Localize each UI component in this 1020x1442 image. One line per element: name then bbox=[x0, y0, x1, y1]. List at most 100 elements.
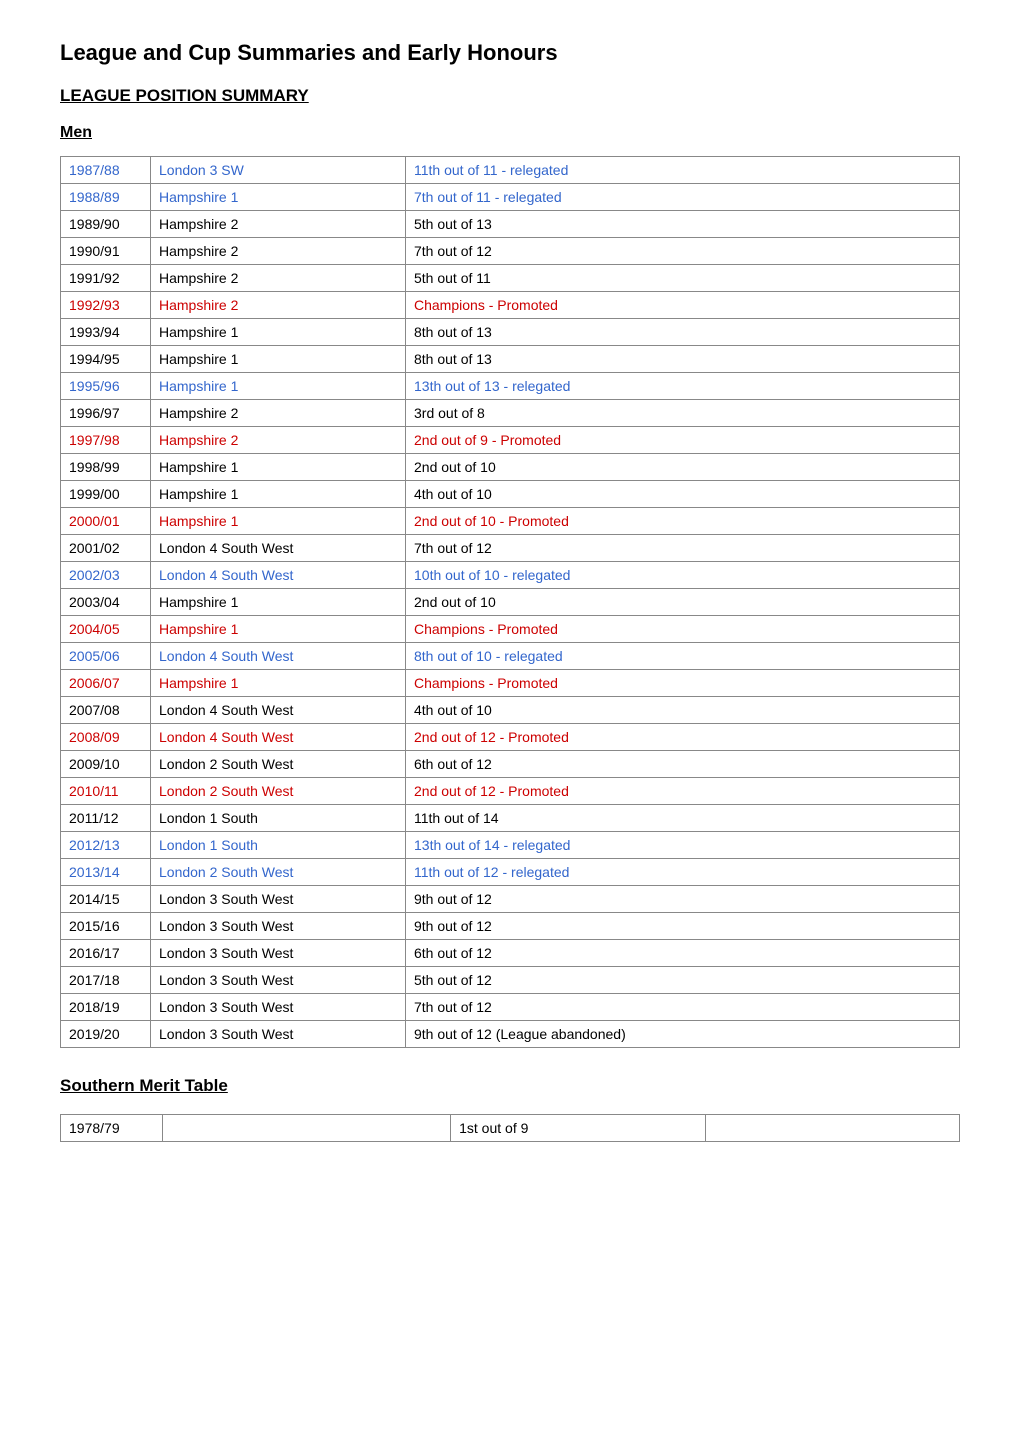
league-cell: London 2 South West bbox=[151, 859, 406, 886]
season-cell: 1993/94 bbox=[61, 319, 151, 346]
table-row: 1989/90Hampshire 25th out of 13 bbox=[61, 211, 960, 238]
league-cell: Hampshire 1 bbox=[151, 481, 406, 508]
season-cell: 1996/97 bbox=[61, 400, 151, 427]
table-row: 2007/08London 4 South West4th out of 10 bbox=[61, 697, 960, 724]
result-cell: Champions - Promoted bbox=[406, 616, 960, 643]
league-cell: London 3 South West bbox=[151, 913, 406, 940]
season-cell: 2015/16 bbox=[61, 913, 151, 940]
season-cell: 1991/92 bbox=[61, 265, 151, 292]
result-cell: 2nd out of 9 - Promoted bbox=[406, 427, 960, 454]
result-cell: 7th out of 12 bbox=[406, 535, 960, 562]
season-cell: 2011/12 bbox=[61, 805, 151, 832]
table-row: 2002/03London 4 South West10th out of 10… bbox=[61, 562, 960, 589]
result-cell: 2nd out of 10 - Promoted bbox=[406, 508, 960, 535]
section-heading: LEAGUE POSITION SUMMARY bbox=[60, 86, 960, 106]
league-cell: London 3 South West bbox=[151, 1021, 406, 1048]
season-cell: 1994/95 bbox=[61, 346, 151, 373]
league-cell: Hampshire 1 bbox=[151, 184, 406, 211]
league-cell: London 4 South West bbox=[151, 562, 406, 589]
league-cell: London 1 South bbox=[151, 805, 406, 832]
table-row: 2001/02London 4 South West7th out of 12 bbox=[61, 535, 960, 562]
table-row: 2000/01Hampshire 12nd out of 10 - Promot… bbox=[61, 508, 960, 535]
table-row: 2008/09London 4 South West2nd out of 12 … bbox=[61, 724, 960, 751]
season-cell: 1989/90 bbox=[61, 211, 151, 238]
result-cell: 11th out of 11 - relegated bbox=[406, 157, 960, 184]
season-cell: 1998/99 bbox=[61, 454, 151, 481]
league-cell: Hampshire 2 bbox=[151, 238, 406, 265]
season-cell: 2002/03 bbox=[61, 562, 151, 589]
league-cell: Hampshire 1 bbox=[151, 616, 406, 643]
men-league-table: 1987/88London 3 SW11th out of 11 - releg… bbox=[60, 156, 960, 1048]
result-cell: 9th out of 12 bbox=[406, 913, 960, 940]
table-row: 1998/99Hampshire 12nd out of 10 bbox=[61, 454, 960, 481]
league-cell: Hampshire 1 bbox=[151, 373, 406, 400]
table-row: 2012/13London 1 South13th out of 14 - re… bbox=[61, 832, 960, 859]
league-cell: London 4 South West bbox=[151, 724, 406, 751]
extra-cell bbox=[705, 1115, 959, 1142]
result-cell: 7th out of 12 bbox=[406, 238, 960, 265]
league-cell: Hampshire 2 bbox=[151, 211, 406, 238]
southern-merit-table: 1978/791st out of 9 bbox=[60, 1114, 960, 1142]
table-row: 1994/95Hampshire 18th out of 13 bbox=[61, 346, 960, 373]
season-cell: 2000/01 bbox=[61, 508, 151, 535]
league-cell: London 3 South West bbox=[151, 940, 406, 967]
league-cell: London 2 South West bbox=[151, 751, 406, 778]
table-row: 1988/89Hampshire 17th out of 11 - relega… bbox=[61, 184, 960, 211]
season-cell: 2018/19 bbox=[61, 994, 151, 1021]
result-cell: 11th out of 14 bbox=[406, 805, 960, 832]
page-title: League and Cup Summaries and Early Honou… bbox=[60, 40, 960, 66]
league-cell: Hampshire 1 bbox=[151, 670, 406, 697]
league-cell: Hampshire 2 bbox=[151, 265, 406, 292]
league-cell: Hampshire 2 bbox=[151, 427, 406, 454]
result-cell: 8th out of 10 - relegated bbox=[406, 643, 960, 670]
league-cell: London 4 South West bbox=[151, 697, 406, 724]
season-cell: 2017/18 bbox=[61, 967, 151, 994]
result-cell: 7th out of 11 - relegated bbox=[406, 184, 960, 211]
result-cell: 9th out of 12 bbox=[406, 886, 960, 913]
result-cell: Champions - Promoted bbox=[406, 670, 960, 697]
result-cell: 11th out of 12 - relegated bbox=[406, 859, 960, 886]
result-cell: 6th out of 12 bbox=[406, 751, 960, 778]
table-row: 1997/98Hampshire 22nd out of 9 - Promote… bbox=[61, 427, 960, 454]
league-cell: London 3 South West bbox=[151, 994, 406, 1021]
league-cell: Hampshire 2 bbox=[151, 400, 406, 427]
league-cell: London 3 South West bbox=[151, 886, 406, 913]
result-cell: 8th out of 13 bbox=[406, 319, 960, 346]
table-row: 1978/791st out of 9 bbox=[61, 1115, 960, 1142]
table-row: 2004/05Hampshire 1Champions - Promoted bbox=[61, 616, 960, 643]
season-cell: 2007/08 bbox=[61, 697, 151, 724]
table-row: 1999/00Hampshire 14th out of 10 bbox=[61, 481, 960, 508]
result-cell: 4th out of 10 bbox=[406, 697, 960, 724]
season-cell: 2014/15 bbox=[61, 886, 151, 913]
table-row: 1987/88London 3 SW11th out of 11 - releg… bbox=[61, 157, 960, 184]
result-cell: 3rd out of 8 bbox=[406, 400, 960, 427]
table-row: 1990/91Hampshire 27th out of 12 bbox=[61, 238, 960, 265]
result-cell: 10th out of 10 - relegated bbox=[406, 562, 960, 589]
table-row: 1991/92Hampshire 25th out of 11 bbox=[61, 265, 960, 292]
league-cell: London 3 South West bbox=[151, 967, 406, 994]
table-row: 2014/15London 3 South West9th out of 12 bbox=[61, 886, 960, 913]
season-cell: 2001/02 bbox=[61, 535, 151, 562]
table-row: 2006/07Hampshire 1Champions - Promoted bbox=[61, 670, 960, 697]
result-cell: Champions - Promoted bbox=[406, 292, 960, 319]
table-row: 1995/96Hampshire 113th out of 13 - releg… bbox=[61, 373, 960, 400]
league-cell: London 2 South West bbox=[151, 778, 406, 805]
result-cell: 5th out of 11 bbox=[406, 265, 960, 292]
result-cell: 5th out of 13 bbox=[406, 211, 960, 238]
season-cell: 2005/06 bbox=[61, 643, 151, 670]
league-cell: London 1 South bbox=[151, 832, 406, 859]
league-cell: London 4 South West bbox=[151, 643, 406, 670]
season-cell: 1987/88 bbox=[61, 157, 151, 184]
result-cell: 1st out of 9 bbox=[451, 1115, 705, 1142]
league-cell: Hampshire 1 bbox=[151, 454, 406, 481]
season-cell: 2010/11 bbox=[61, 778, 151, 805]
season-cell: 1997/98 bbox=[61, 427, 151, 454]
table-row: 2010/11London 2 South West2nd out of 12 … bbox=[61, 778, 960, 805]
season-cell: 2004/05 bbox=[61, 616, 151, 643]
result-cell: 2nd out of 10 bbox=[406, 589, 960, 616]
season-cell: 2016/17 bbox=[61, 940, 151, 967]
table-row: 1996/97Hampshire 23rd out of 8 bbox=[61, 400, 960, 427]
table-row: 2017/18London 3 South West5th out of 12 bbox=[61, 967, 960, 994]
league-cell: Hampshire 1 bbox=[151, 508, 406, 535]
result-cell: 8th out of 13 bbox=[406, 346, 960, 373]
